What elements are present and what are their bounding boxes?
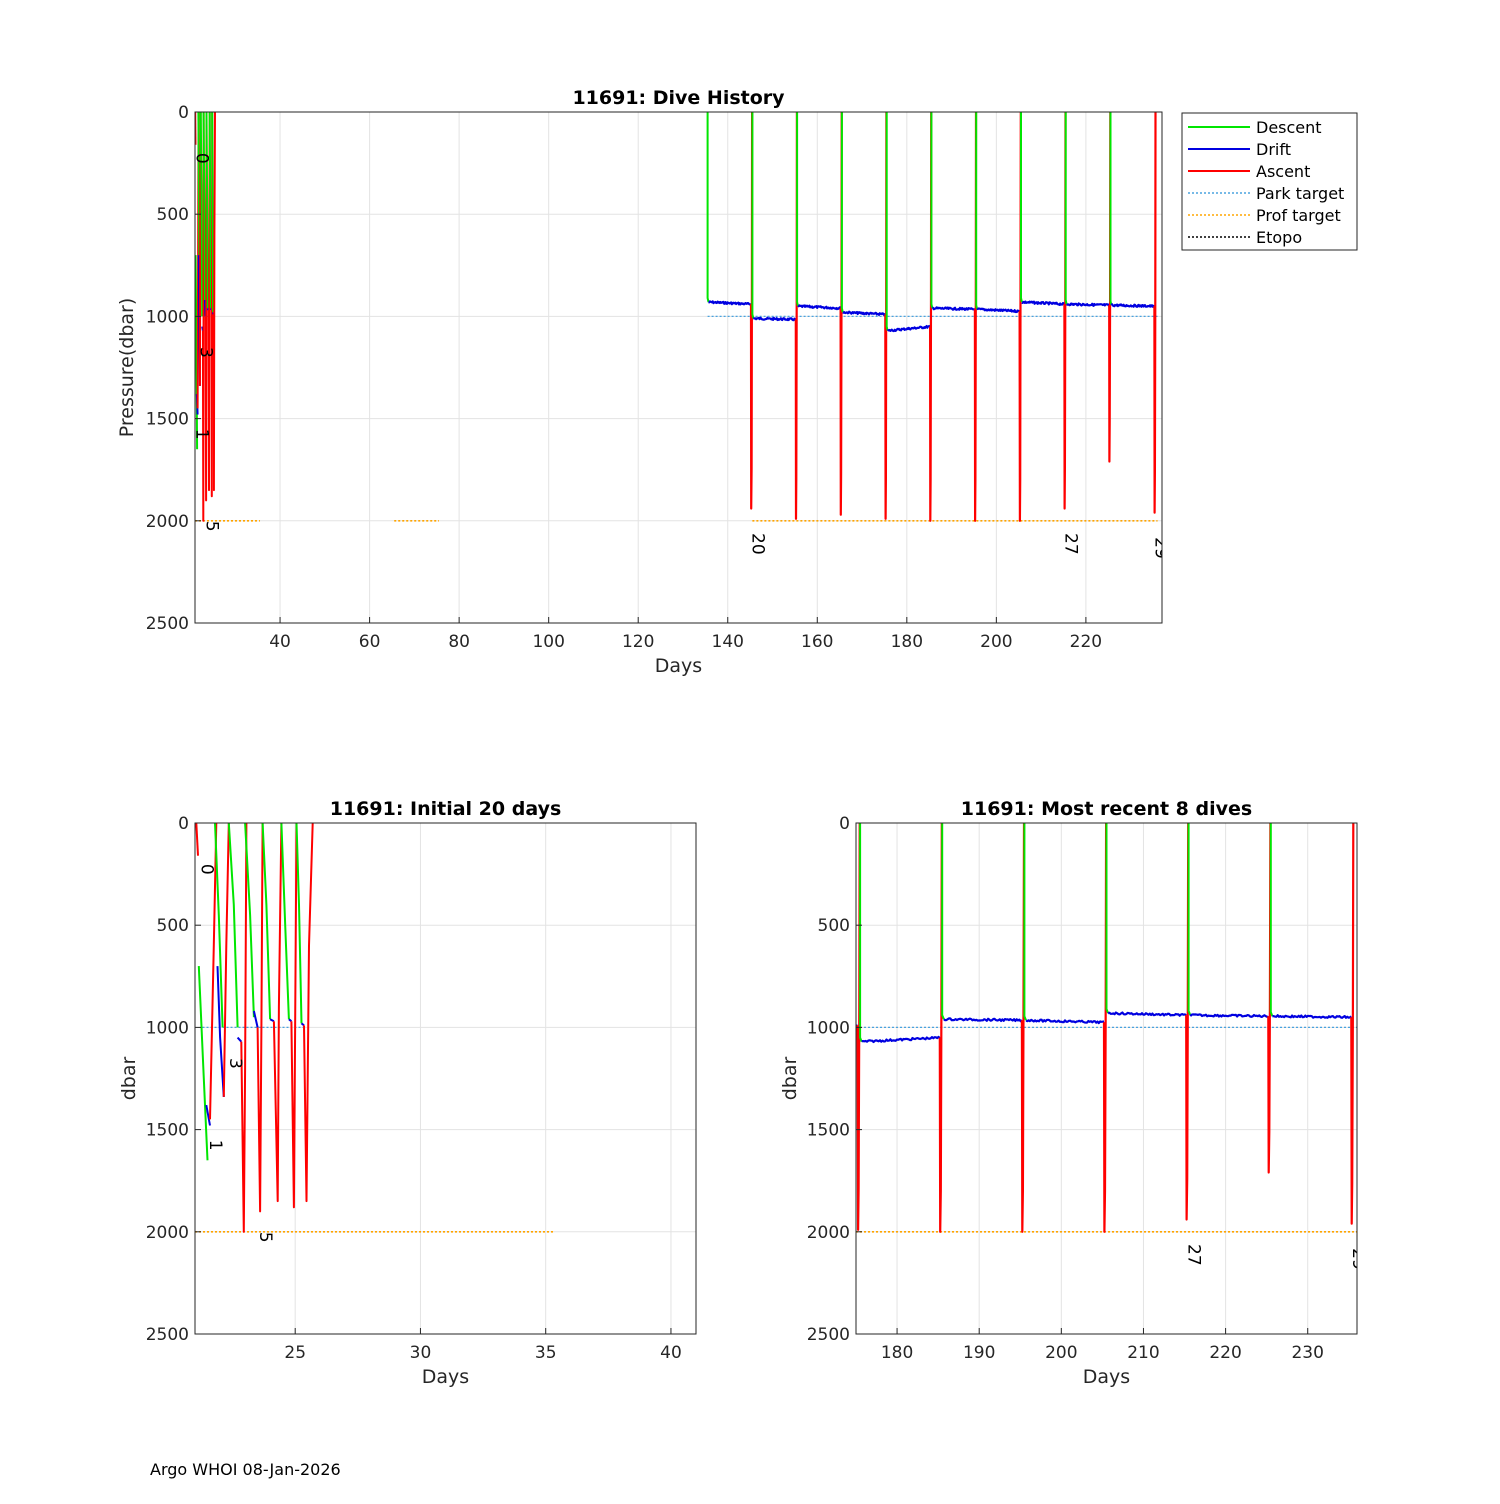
main-ascent-init-7 bbox=[214, 112, 216, 490]
recent-drift-9 bbox=[1272, 1015, 1351, 1018]
main-xtick-label-9: 220 bbox=[1070, 632, 1102, 652]
main-descent-3 bbox=[842, 112, 843, 312]
main-ytick-label-1: 500 bbox=[157, 205, 189, 225]
recent-xtick-label-0: 180 bbox=[881, 1343, 913, 1363]
main-descent-9 bbox=[1111, 112, 1112, 305]
main-drift-8 bbox=[1067, 303, 1110, 305]
recent-ylabel: dbar bbox=[779, 1057, 801, 1101]
initial-title: 11691: Initial 20 days bbox=[330, 798, 562, 820]
recent-ytick-label-2: 1000 bbox=[807, 1018, 850, 1038]
initial-ytick-label-3: 1500 bbox=[146, 1121, 189, 1141]
recent-dive-label-1: 29 bbox=[1348, 1248, 1368, 1270]
initial-ytick-label-0: 0 bbox=[178, 814, 189, 834]
main-dive-label-0: 0 bbox=[191, 153, 211, 164]
main-descent-4 bbox=[887, 112, 888, 331]
legend-entry-4: Prof target bbox=[1256, 206, 1341, 225]
main-plot-area bbox=[195, 112, 1162, 623]
initial-ytick-label-1: 500 bbox=[157, 916, 189, 936]
main-title: 11691: Dive History bbox=[572, 87, 785, 109]
main-xlabel: Days bbox=[655, 655, 702, 677]
recent-ytick-label-1: 500 bbox=[818, 916, 850, 936]
recent-xlabel: Days bbox=[1083, 1366, 1130, 1388]
main-xtick-label-3: 100 bbox=[532, 632, 564, 652]
main-ylabel: Pressure(dbar) bbox=[116, 298, 138, 438]
main-descent-8 bbox=[1066, 112, 1067, 304]
main-xtick-label-6: 160 bbox=[801, 632, 833, 652]
main-ascent-9 bbox=[1154, 112, 1155, 513]
recent-drift-8 bbox=[1190, 1014, 1268, 1017]
initial-xtick-label-3: 40 bbox=[660, 1343, 682, 1363]
recent-title: 11691: Most recent 8 dives bbox=[961, 798, 1252, 820]
main-axes bbox=[195, 112, 1162, 623]
initial-xtick-label-0: 25 bbox=[284, 1343, 306, 1363]
main-descent-init-6 bbox=[210, 112, 211, 308]
main-descent-6 bbox=[976, 112, 977, 309]
main-descent-7 bbox=[1021, 112, 1022, 302]
recent-dive-label-0: 27 bbox=[1184, 1244, 1204, 1266]
main-dive-label-1: 1 bbox=[191, 429, 211, 440]
initial-xtick-label-1: 30 bbox=[410, 1343, 432, 1363]
recent-ytick-label-4: 2000 bbox=[807, 1223, 850, 1243]
main-ytick-label-0: 0 bbox=[178, 103, 189, 123]
recent-descent-3 bbox=[778, 823, 780, 1023]
recent-xtick-label-1: 190 bbox=[963, 1343, 995, 1363]
recent-ytick-label-0: 0 bbox=[839, 814, 850, 834]
main-ytick-label-5: 2500 bbox=[146, 614, 189, 634]
main-dive-label-3: 5 bbox=[202, 521, 222, 532]
main-descent-0 bbox=[708, 112, 709, 302]
main-xtick-label-4: 120 bbox=[622, 632, 654, 652]
main-xtick-label-1: 60 bbox=[359, 632, 381, 652]
initial-xlabel: Days bbox=[422, 1366, 469, 1388]
main-xtick-label-5: 140 bbox=[712, 632, 744, 652]
main-descent-2 bbox=[797, 112, 798, 306]
recent-xtick-label-3: 210 bbox=[1127, 1343, 1159, 1363]
main-descent-init-5 bbox=[207, 112, 208, 308]
initial-dive-label-1: 1 bbox=[205, 1140, 225, 1151]
legend-entry-1: Drift bbox=[1256, 140, 1291, 159]
main-legend: Descent Drift Ascent Park target Prof target… bbox=[1182, 113, 1357, 250]
main-dive-label-4: 20 bbox=[747, 533, 767, 555]
initial-ytick-label-2: 1000 bbox=[146, 1018, 189, 1038]
main-dive-label-5: 27 bbox=[1061, 533, 1081, 555]
footer-credit: Argo WHOI 08-Jan-2026 bbox=[150, 1460, 341, 1479]
main-dive-label-2: 3 bbox=[195, 347, 215, 358]
legend-entry-5: Etopo bbox=[1256, 228, 1302, 247]
initial-dive-label-2: 3 bbox=[225, 1058, 245, 1069]
main-ytick-label-3: 1500 bbox=[146, 410, 189, 430]
initial-ytick-label-5: 2500 bbox=[146, 1325, 189, 1345]
initial-xtick-label-2: 35 bbox=[535, 1343, 557, 1363]
main-descent-init-7 bbox=[212, 112, 213, 312]
initial-dive-label-0: 0 bbox=[196, 864, 216, 875]
recent-drift-2 bbox=[698, 1017, 776, 1020]
recent-xtick-label-2: 200 bbox=[1045, 1343, 1077, 1363]
main-descent-5 bbox=[931, 112, 932, 308]
initial-dive-label-3: 5 bbox=[255, 1232, 275, 1243]
main-drift-1 bbox=[753, 318, 796, 320]
legend-entry-2: Ascent bbox=[1256, 162, 1310, 181]
recent-xtick-label-4: 220 bbox=[1209, 1343, 1241, 1363]
main-xtick-label-0: 40 bbox=[269, 632, 291, 652]
initial-plot-area bbox=[195, 823, 696, 1334]
recent-xtick-label-5: 230 bbox=[1291, 1343, 1323, 1363]
initial-ytick-label-4: 2000 bbox=[146, 1223, 189, 1243]
main-dive-label-6: 29 bbox=[1150, 537, 1170, 559]
legend-entry-3: Park target bbox=[1256, 184, 1344, 203]
main-ytick-label-2: 1000 bbox=[146, 307, 189, 327]
main-ytick-label-4: 2000 bbox=[146, 512, 189, 532]
main-xtick-label-8: 200 bbox=[980, 632, 1012, 652]
recent-ytick-label-3: 1500 bbox=[807, 1121, 850, 1141]
recent-ascent-2 bbox=[776, 823, 778, 1226]
main-xtick-label-7: 180 bbox=[891, 632, 923, 652]
recent-ytick-label-5: 2500 bbox=[807, 1325, 850, 1345]
legend-entry-0: Descent bbox=[1256, 118, 1322, 137]
main-xtick-label-2: 80 bbox=[448, 632, 470, 652]
initial-ylabel: dbar bbox=[118, 1057, 140, 1101]
initial-axes bbox=[195, 823, 696, 1334]
main-descent-1 bbox=[752, 112, 753, 318]
